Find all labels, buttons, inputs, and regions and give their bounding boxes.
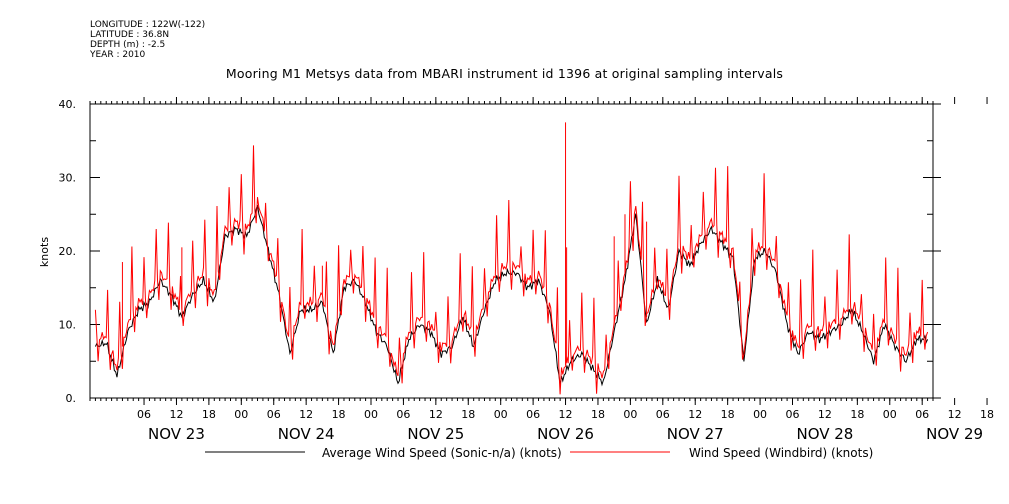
- hour-tick-label: 12: [688, 408, 702, 421]
- y-tick-label: 0.: [66, 392, 77, 405]
- hour-tick-label: 12: [948, 408, 962, 421]
- hour-tick-label: 18: [461, 408, 475, 421]
- hour-tick-label: 12: [818, 408, 832, 421]
- y-tick-label: 20.: [59, 245, 77, 258]
- hour-tick-label: 00: [494, 408, 508, 421]
- depth-label: DEPTH (m) : -2.5: [90, 40, 166, 50]
- series-windbird-line: [94, 145, 929, 395]
- date-label: NOV 23: [148, 425, 205, 443]
- y-axis-label: knots: [38, 237, 51, 267]
- x-axis-labels: 06 12 18 00 06 12 18 00 06 12 18 00 06 12 18 00 06 12 18 00…: [137, 408, 994, 443]
- hour-tick-label: 18: [332, 408, 346, 421]
- hour-tick-label: 18: [721, 408, 735, 421]
- date-label: NOV 26: [537, 425, 594, 443]
- hour-tick-label: 18: [850, 408, 864, 421]
- date-label: NOV 27: [667, 425, 724, 443]
- hour-tick-label: 12: [169, 408, 183, 421]
- hour-tick-label: 00: [623, 408, 637, 421]
- latitude-label: LATITUDE : 36.8N: [90, 30, 170, 40]
- hour-tick-label: 06: [137, 408, 151, 421]
- hour-tick-label: 18: [980, 408, 994, 421]
- y-tick-label: 30.: [59, 172, 77, 185]
- legend-windbird-label: Wind Speed (Windbird) (knots): [689, 446, 873, 460]
- longitude-label: LONGITUDE : 122W(-122): [90, 20, 206, 30]
- hour-tick-label: 06: [396, 408, 410, 421]
- date-label: NOV 25: [407, 425, 464, 443]
- hour-tick-label: 06: [786, 408, 800, 421]
- hour-tick-label: 18: [202, 408, 216, 421]
- series-layer: [94, 122, 929, 395]
- y-tick-label: 40.: [59, 98, 77, 111]
- hour-tick-label: 12: [299, 408, 313, 421]
- date-label: NOV 28: [796, 425, 853, 443]
- date-label: NOV 24: [278, 425, 335, 443]
- hour-tick-label: 12: [429, 408, 443, 421]
- hour-tick-label: 06: [656, 408, 670, 421]
- hour-tick-label: 06: [915, 408, 929, 421]
- y-axis-ticks: 0. 10. 20. 30. 40.: [59, 98, 941, 405]
- series-average-line: [94, 204, 929, 387]
- major-ticks: [143, 97, 988, 405]
- chart-title: Mooring M1 Metsys data from MBARI instru…: [225, 66, 784, 81]
- hour-tick-label: 00: [234, 408, 248, 421]
- y-tick-label: 10.: [59, 319, 77, 332]
- hour-tick-label: 00: [883, 408, 897, 421]
- year-label: YEAR : 2010: [90, 50, 146, 60]
- hour-tick-label: 18: [591, 408, 605, 421]
- date-label: NOV 29: [926, 425, 983, 443]
- legend-average-label: Average Wind Speed (Sonic-n/a) (knots): [322, 446, 562, 460]
- hour-tick-label: 12: [559, 408, 573, 421]
- hour-tick-label: 06: [526, 408, 540, 421]
- legend: Average Wind Speed (Sonic-n/a) (knots) W…: [205, 446, 873, 460]
- metadata-header: LONGITUDE : 122W(-122) LATITUDE : 36.8N …: [90, 20, 205, 60]
- hour-tick-label: 06: [267, 408, 281, 421]
- hour-tick-label: 00: [364, 408, 378, 421]
- hour-tick-label: 00: [753, 408, 767, 421]
